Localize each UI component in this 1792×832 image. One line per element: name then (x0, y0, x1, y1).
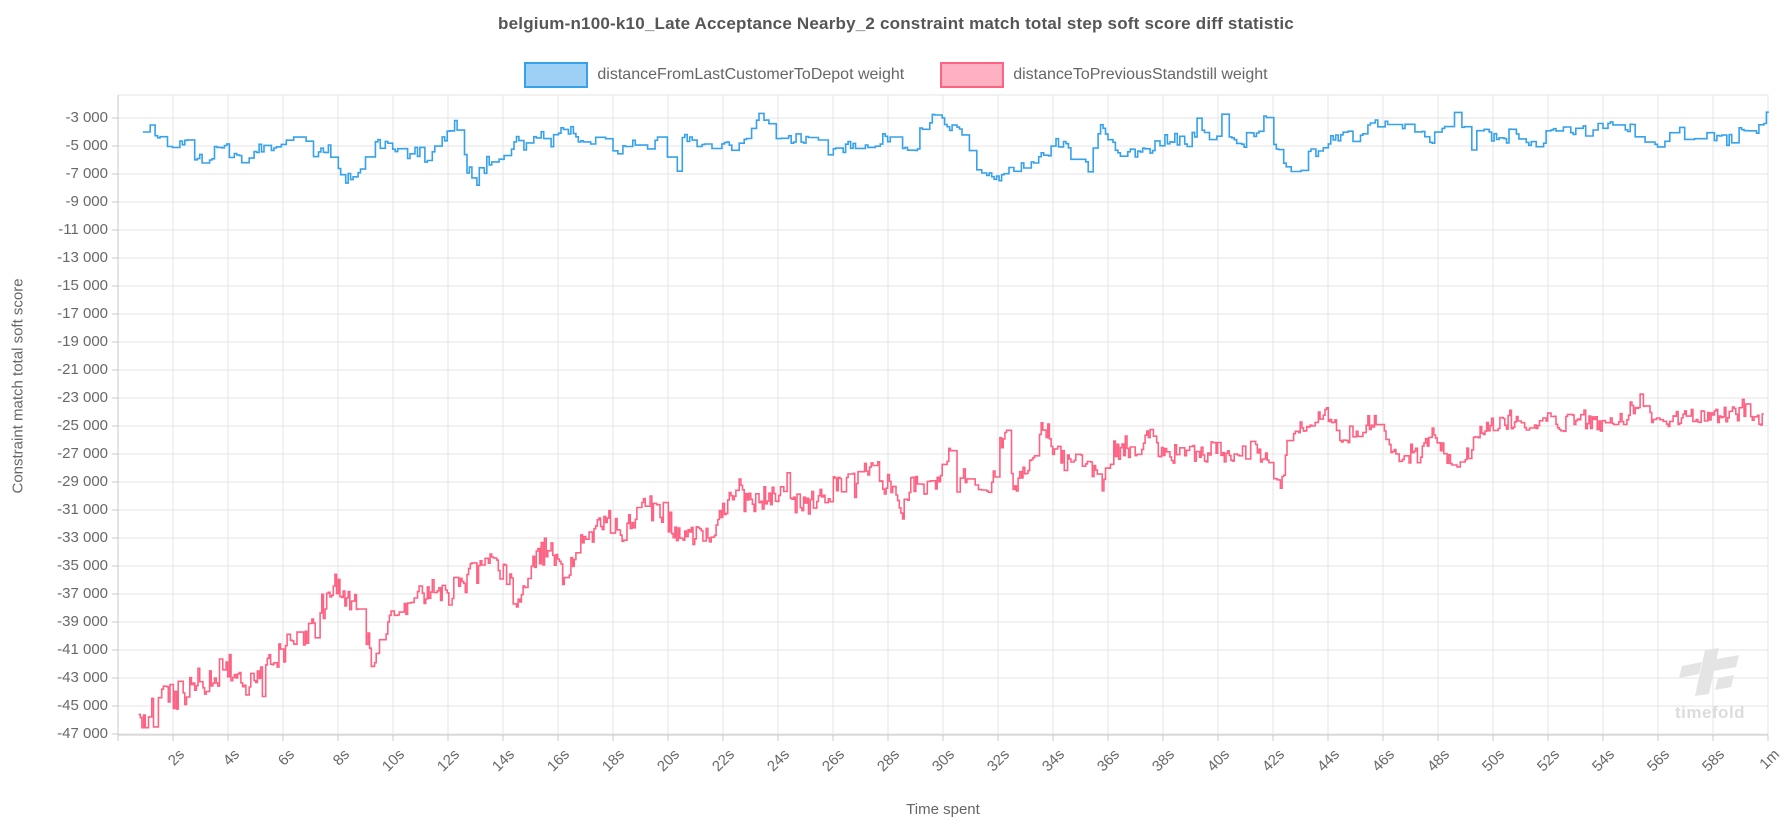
y-tick-label: -7 000 (65, 164, 108, 182)
y-tick-label: -19 000 (57, 332, 108, 350)
watermark-text: timefold (1674, 703, 1746, 722)
y-tick-label: -31 000 (57, 500, 108, 518)
legend: distanceFromLastCustomerToDepot weight d… (0, 62, 1792, 88)
y-tick-label: -15 000 (57, 276, 108, 294)
chart-title: belgium-n100-k10_Late Acceptance Nearby_… (498, 14, 1294, 33)
y-tick-label: -25 000 (57, 416, 108, 434)
legend-label: distanceToPreviousStandstill weight (1013, 66, 1268, 83)
legend-item-distance-from-last-customer[interactable]: distanceFromLastCustomerToDepot weight (524, 62, 904, 88)
y-tick-label: -23 000 (57, 388, 108, 406)
y-tick-label: -21 000 (57, 360, 108, 378)
legend-item-distance-to-previous-standstill[interactable]: distanceToPreviousStandstill weight (940, 62, 1268, 88)
y-tick-label: -47 000 (57, 725, 108, 743)
y-tick-label: -17 000 (57, 304, 108, 322)
y-tick-label: -27 000 (57, 444, 108, 462)
y-tick-label: -3 000 (65, 108, 108, 126)
legend-label: distanceFromLastCustomerToDepot weight (597, 66, 905, 83)
y-tick-label: -29 000 (57, 472, 108, 490)
legend-swatch-pink (940, 62, 1005, 88)
y-tick-label: -33 000 (57, 529, 108, 546)
y-tick-label: -9 000 (65, 192, 108, 210)
y-tick-label: -43 000 (57, 669, 108, 686)
timefold-watermark: timefold (1640, 648, 1780, 723)
x-axis-title: Time spent (906, 801, 980, 818)
legend-swatch-blue (524, 62, 589, 88)
y-tick-label: -11 000 (58, 220, 108, 238)
y-tick-label: -39 000 (57, 613, 108, 630)
series-line (142, 111, 1769, 186)
y-tick-label: -13 000 (57, 248, 108, 266)
y-tick-label: -45 000 (57, 697, 108, 715)
timefold-logo-icon (1679, 648, 1739, 696)
y-tick-label: -41 000 (57, 641, 108, 658)
y-tick-label: -35 000 (57, 557, 108, 574)
y-tick-label: -5 000 (65, 136, 108, 154)
series-line (138, 393, 1764, 729)
y-tick-label: -37 000 (57, 585, 108, 602)
